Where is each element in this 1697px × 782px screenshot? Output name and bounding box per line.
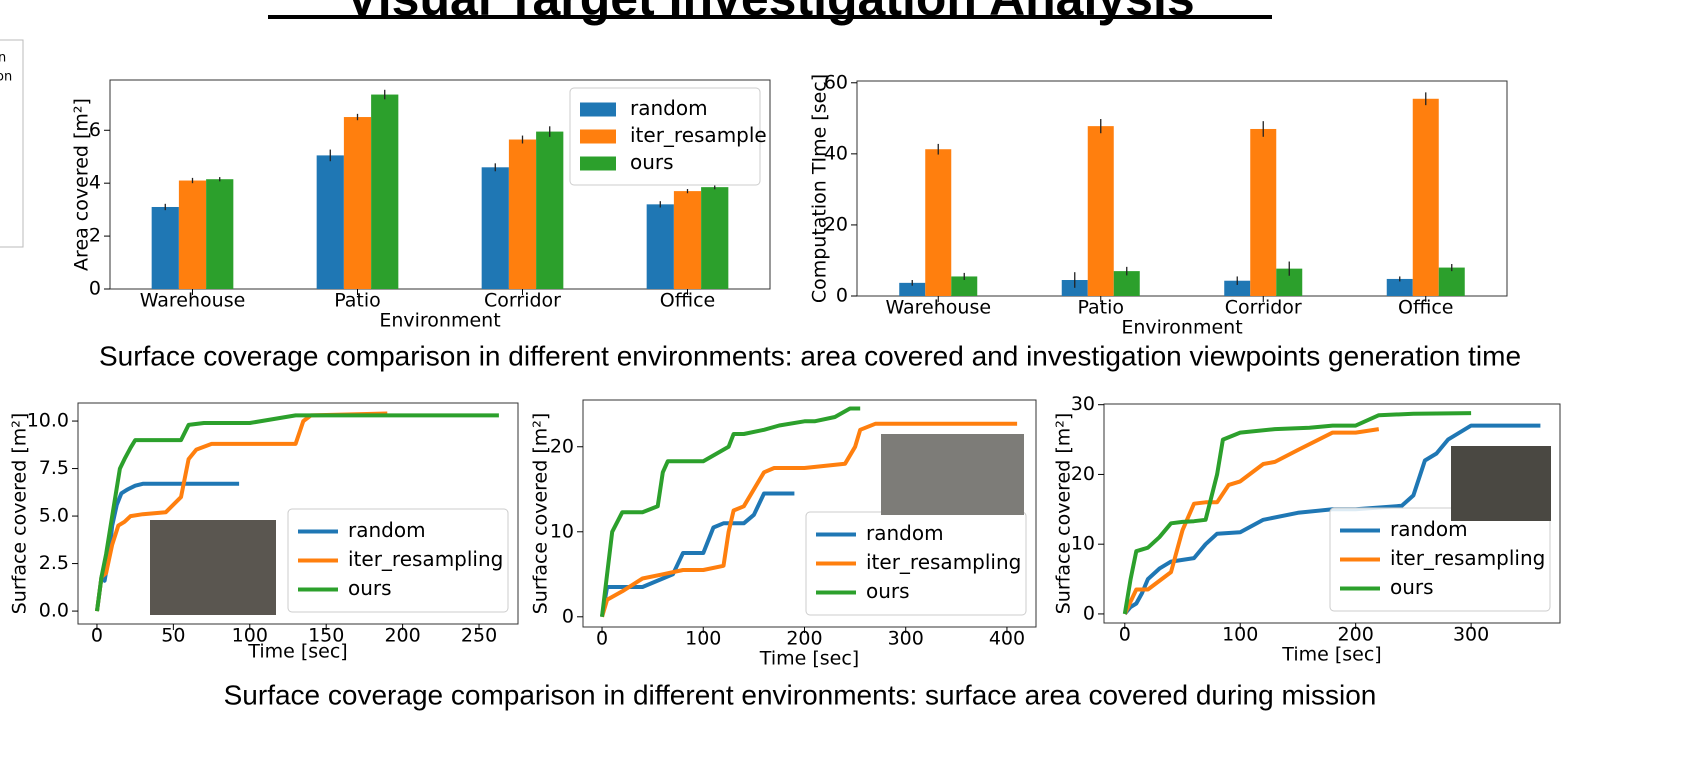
partial-text: n (0, 51, 6, 66)
bar (536, 132, 563, 289)
y-tick-label: 2.5 (39, 552, 69, 574)
legend-label: iter_resampling (348, 547, 503, 571)
x-tick-label: 0 (91, 625, 103, 647)
x-axis-label: Time [sec] (759, 648, 859, 670)
plot-frame (857, 81, 1507, 296)
legend-swatch (580, 103, 616, 117)
x-tick-label: Warehouse (885, 297, 991, 319)
x-tick-label: 300 (1453, 624, 1489, 646)
page-title: Visual Target Investigation Analysis (345, 0, 1194, 26)
legend-label: random (348, 518, 426, 542)
bar (371, 95, 398, 289)
legend-label: random (630, 96, 708, 120)
y-tick-label: 10.0 (27, 410, 69, 432)
y-tick-label: 0 (89, 278, 101, 300)
x-axis-label: Environment (379, 310, 500, 332)
partial-text: on (0, 70, 12, 85)
x-axis-label: Environment (1121, 317, 1242, 339)
x-tick-label: 400 (989, 628, 1025, 650)
legend-label: iter_resampling (866, 550, 1021, 574)
bar (1413, 99, 1439, 296)
y-axis-label: Surface covered [m²] (530, 413, 552, 615)
bar (1088, 126, 1114, 296)
legend-swatch (580, 130, 616, 144)
y-tick-label: 0 (562, 605, 574, 627)
y-axis-label: Computation TIme [sec] (809, 74, 831, 303)
caption: Surface coverage comparison in different… (224, 679, 1377, 710)
x-tick-label: Office (1398, 297, 1453, 319)
legend-swatch (580, 157, 616, 171)
chart: 0102030Surface covered [m²]Time [sec]010… (1053, 393, 1561, 665)
bar (1387, 279, 1413, 296)
bar (509, 140, 536, 289)
x-tick-label: 150 (308, 625, 344, 647)
bar (317, 155, 344, 289)
bar (674, 191, 701, 289)
x-tick-label: Patio (1077, 297, 1124, 319)
bar (1439, 268, 1465, 296)
bar (206, 179, 233, 289)
y-tick-label: 10 (550, 520, 574, 542)
bar (152, 207, 179, 289)
page: {"title": "Visual Target Investigation A… (0, 0, 1697, 782)
bar (647, 204, 674, 289)
x-tick-label: Corridor (484, 290, 561, 312)
bar (1250, 129, 1276, 296)
legend-label: ours (630, 150, 674, 174)
y-tick-label: 0 (836, 285, 848, 307)
y-axis-label: Area covered [m²] (71, 98, 93, 271)
bar (482, 167, 509, 289)
x-tick-label: 0 (1119, 624, 1131, 646)
x-tick-label: 200 (786, 628, 822, 650)
photo (1451, 446, 1551, 521)
x-tick-label: 250 (461, 625, 497, 647)
x-tick-label: Warehouse (140, 290, 246, 312)
caption: Surface coverage comparison in different… (99, 340, 1521, 371)
bar (344, 117, 371, 289)
legend-label: iter_resampling (1390, 546, 1545, 570)
bar (925, 149, 951, 296)
y-tick-label: 5.0 (39, 505, 69, 527)
x-tick-label: 100 (232, 625, 268, 647)
legend-label: ours (348, 576, 392, 600)
y-axis-label: Surface covered [m²] (1053, 413, 1075, 615)
y-tick-label: 7.5 (39, 457, 69, 479)
bar (179, 181, 206, 289)
legend-label: ours (866, 579, 910, 603)
bar (701, 187, 728, 289)
y-axis-label: Surface covered [m²] (9, 413, 31, 615)
figure: Visual Target Investigation Analysis n o… (0, 0, 1697, 782)
x-tick-label: 300 (888, 628, 924, 650)
y-tick-label: 0 (1083, 602, 1095, 624)
y-tick-label: 0.0 (39, 600, 69, 622)
x-tick-label: Patio (334, 290, 381, 312)
y-tick-label: 30 (1071, 393, 1095, 415)
x-tick-label: 200 (1338, 624, 1374, 646)
x-tick-label: Office (660, 290, 715, 312)
photo (881, 434, 1024, 515)
x-axis-label: Time [sec] (1281, 644, 1381, 666)
x-tick-label: Corridor (1225, 297, 1302, 319)
x-tick-label: 100 (685, 628, 721, 650)
x-tick-label: 200 (384, 625, 420, 647)
legend-label: random (866, 521, 944, 545)
legend-label: ours (1390, 575, 1434, 599)
x-tick-label: 100 (1222, 624, 1258, 646)
photo (150, 520, 276, 615)
x-tick-label: 50 (161, 625, 185, 647)
x-tick-label: 0 (596, 628, 608, 650)
y-tick-label: 20 (550, 435, 574, 457)
legend-label: iter_resample (630, 123, 767, 147)
